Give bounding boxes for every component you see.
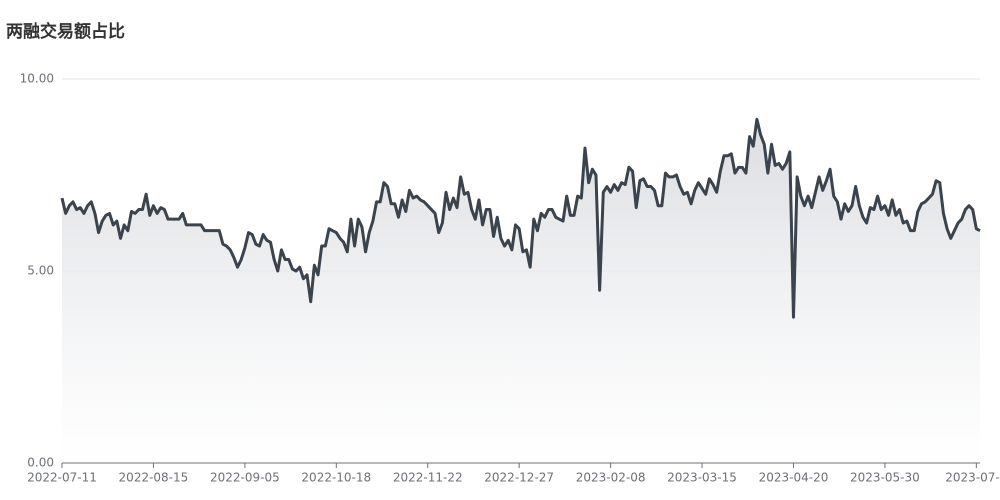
- x-tick-label: 2023-07-0: [945, 471, 1000, 485]
- x-tick-label: 2022-10-18: [301, 471, 371, 485]
- area: [62, 119, 980, 463]
- x-tick-label: 2022-11-22: [393, 471, 463, 485]
- y-tick-label: 10.00: [20, 72, 54, 86]
- x-tick-label: 2022-07-11: [27, 471, 97, 485]
- x-tick-label: 2022-08-15: [119, 471, 189, 485]
- chart-title: 两融交易额占比: [6, 21, 125, 42]
- y-tick-label: 5.00: [27, 264, 54, 278]
- x-tick-label: 2023-05-30: [850, 471, 920, 485]
- x-tick-label: 2023-04-20: [759, 471, 829, 485]
- x-tick-label: 2022-12-27: [484, 471, 554, 485]
- x-tick-label: 2023-02-08: [576, 471, 646, 485]
- line: [60, 117, 981, 319]
- x-tick-label: 2023-03-15: [667, 471, 737, 485]
- y-tick-label: 0.00: [27, 456, 54, 470]
- x-tick-label: 2022-09-05: [210, 471, 280, 485]
